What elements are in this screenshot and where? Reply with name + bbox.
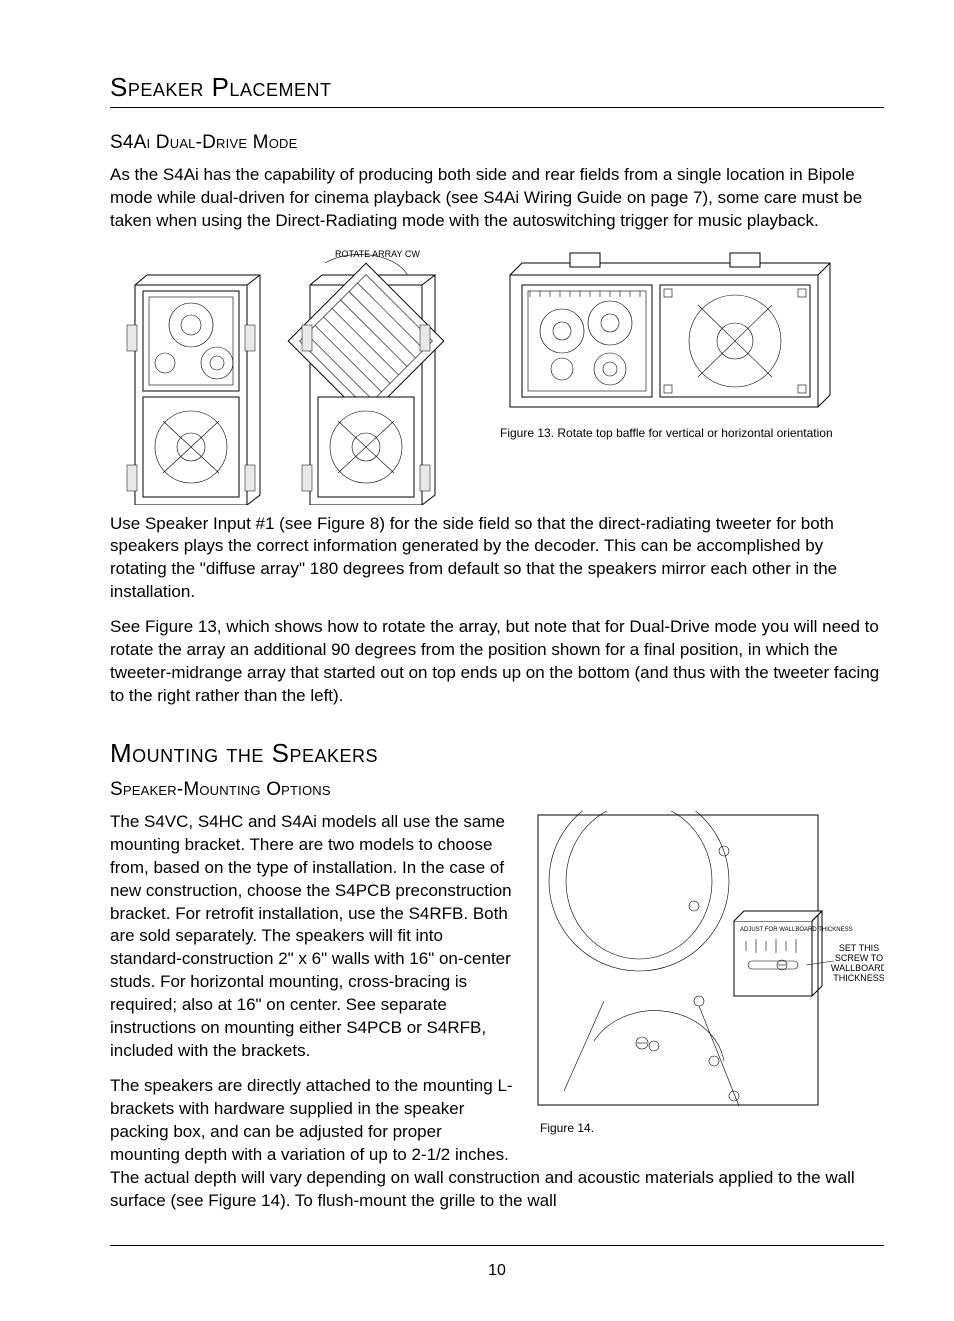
callout-line-3: WALLBOARD: [831, 963, 884, 973]
rotate-array-label: ROTATE ARRAY CW: [335, 249, 420, 259]
sub-heading-mounting-options: Speaker-Mounting Options: [110, 777, 884, 803]
figure-14: ADJUST FOR WALLBOARD THICKNESS SET THIS …: [534, 811, 884, 1136]
figure-13-right: Figure 13. Rotate top baffle for vertica…: [500, 245, 850, 441]
plate-text: ADJUST FOR WALLBOARD THICKNESS: [740, 927, 853, 933]
section-heading-mounting: Mounting the Speakers: [110, 736, 884, 773]
callout-line-4: THICKNESS: [833, 973, 884, 983]
sub-heading-dual-drive: S4Ai Dual-Drive Mode: [110, 130, 884, 156]
paragraph-1: As the S4Ai has the capability of produc…: [110, 164, 884, 233]
callout-line-2: SCREW TO: [835, 953, 883, 963]
figure-13-row: ROTATE ARRAY CW: [110, 245, 884, 505]
callout-line-1: SET THIS: [839, 943, 879, 953]
section-heading-speaker-placement: Speaker Placement: [110, 70, 884, 108]
paragraph-2: Use Speaker Input #1 (see Figure 8) for …: [110, 513, 884, 605]
paragraph-3: See Figure 13, which shows how to rotate…: [110, 616, 884, 708]
figure-14-caption: Figure 14.: [534, 1120, 884, 1136]
figure-13-left: ROTATE ARRAY CW: [110, 245, 470, 505]
page-number: 10: [110, 1260, 884, 1282]
figure-13-caption: Figure 13. Rotate top baffle for vertica…: [500, 425, 850, 441]
